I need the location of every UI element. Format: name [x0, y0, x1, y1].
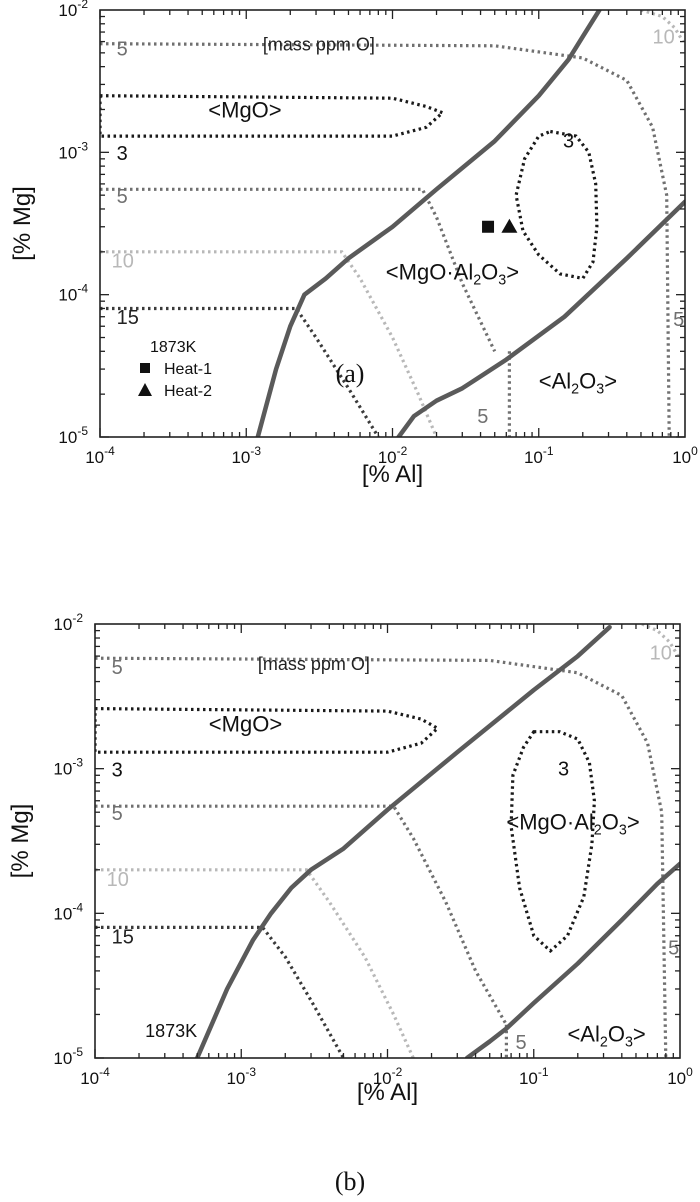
annotation-label: 3 — [117, 143, 128, 165]
annotation-label: 5 — [515, 1032, 526, 1054]
iso-oxygen-10-curve — [95, 868, 415, 1058]
x-axis-title: [% Al] — [357, 1079, 418, 1106]
y-tick-label: 10-5 — [53, 1045, 83, 1068]
annotation-label: <Al2O3> — [539, 368, 617, 397]
annotation-label: <MgO·Al2O3> — [386, 259, 519, 288]
x-tick-label: 10-3 — [226, 1065, 256, 1088]
y-tick-label: 10-3 — [53, 756, 83, 779]
plot-area — [95, 624, 680, 1058]
x-tick-label: 100 — [672, 444, 698, 467]
annotation-label: 5 — [117, 186, 128, 208]
annotation-label: 5 — [673, 309, 684, 331]
stability-boundary-2 — [464, 861, 680, 1058]
annotation-label: 1873K — [145, 1021, 197, 1041]
iso-oxygen-10-curve — [100, 250, 438, 437]
annotation-label: [mass ppm O] — [263, 34, 375, 54]
annotation-label: 10 — [112, 251, 134, 273]
point-heat-1 — [482, 220, 495, 233]
annotation-label: 3 — [563, 131, 574, 153]
iso-oxygen-5-curve — [95, 804, 508, 1026]
x-tick-label: 10-4 — [85, 444, 115, 467]
x-tick-label: 10-2 — [378, 444, 408, 467]
annotation-label: 3 — [558, 758, 569, 780]
legend-marker-triangle — [138, 383, 152, 396]
iso-oxygen-10-curve — [641, 624, 680, 657]
y-axis-title: [% Mg] — [7, 804, 34, 879]
y-tick-label: 10-5 — [58, 424, 88, 447]
annotation-label: [mass ppm O] — [258, 654, 370, 674]
x-tick-label: 10-4 — [80, 1065, 110, 1088]
annotation-label: <MgO> — [208, 98, 281, 123]
y-tick-label: 10-4 — [58, 282, 88, 305]
plot-area — [100, 10, 685, 437]
y-axis-title: [% Mg] — [9, 186, 36, 261]
y-tick-label: 10-4 — [53, 900, 83, 923]
annotation-label: 5 — [117, 38, 128, 60]
annotation-label: 5 — [477, 406, 488, 428]
legend-entry: Heat-2 — [164, 383, 212, 400]
y-tick-label: 10-2 — [58, 0, 88, 20]
annotation-label: 5 — [112, 803, 123, 825]
legend-title: 1873K — [150, 339, 197, 356]
panel-label: (b) — [335, 1167, 365, 1196]
annotation-label: 3 — [112, 760, 123, 782]
x-axis-title: [% Al] — [362, 461, 423, 488]
stability-boundary-2 — [396, 199, 685, 437]
x-tick-label: 10-2 — [373, 1065, 403, 1088]
annotation-label: 15 — [117, 307, 139, 329]
x-tick-label: 10-3 — [231, 444, 261, 467]
annotation-label: <Al2O3> — [567, 1022, 645, 1051]
annotation-label: <MgO> — [209, 712, 282, 737]
panel-label: (a) — [336, 359, 365, 388]
point-heat-2 — [501, 218, 518, 233]
iso-oxygen-5-curve — [100, 42, 671, 437]
iso-oxygen-15-curve — [95, 925, 345, 1058]
annotation-label: 5 — [668, 937, 679, 959]
legend-entry: Heat-1 — [164, 361, 212, 378]
legend-marker-square — [140, 363, 150, 373]
annotation-label: <MgO·Al2O3> — [506, 809, 639, 838]
legend: 1873K Heat-1 Heat-2 — [138, 339, 212, 400]
annotation-label: 10 — [653, 27, 675, 49]
annotation-label: 10 — [650, 642, 672, 664]
x-tick-label: 100 — [667, 1065, 693, 1088]
annotation-label: 5 — [112, 657, 123, 679]
iso-oxygen-3-curve — [514, 129, 599, 281]
x-tick-label: 10-1 — [519, 1065, 549, 1088]
y-tick-label: 10-3 — [58, 139, 88, 162]
iso-oxygen-3-curve — [100, 94, 446, 138]
stability-boundary-1 — [255, 10, 602, 437]
stability-boundary-1 — [194, 624, 612, 1058]
y-tick-label: 10-2 — [53, 611, 83, 634]
annotation-label: 15 — [112, 926, 134, 948]
iso-oxygen-3-curve — [509, 730, 597, 954]
x-tick-label: 10-1 — [524, 444, 554, 467]
annotation-label: 10 — [107, 869, 129, 891]
iso-oxygen-10-curve — [640, 10, 685, 43]
iso-oxygen-5-curve — [95, 656, 668, 1058]
